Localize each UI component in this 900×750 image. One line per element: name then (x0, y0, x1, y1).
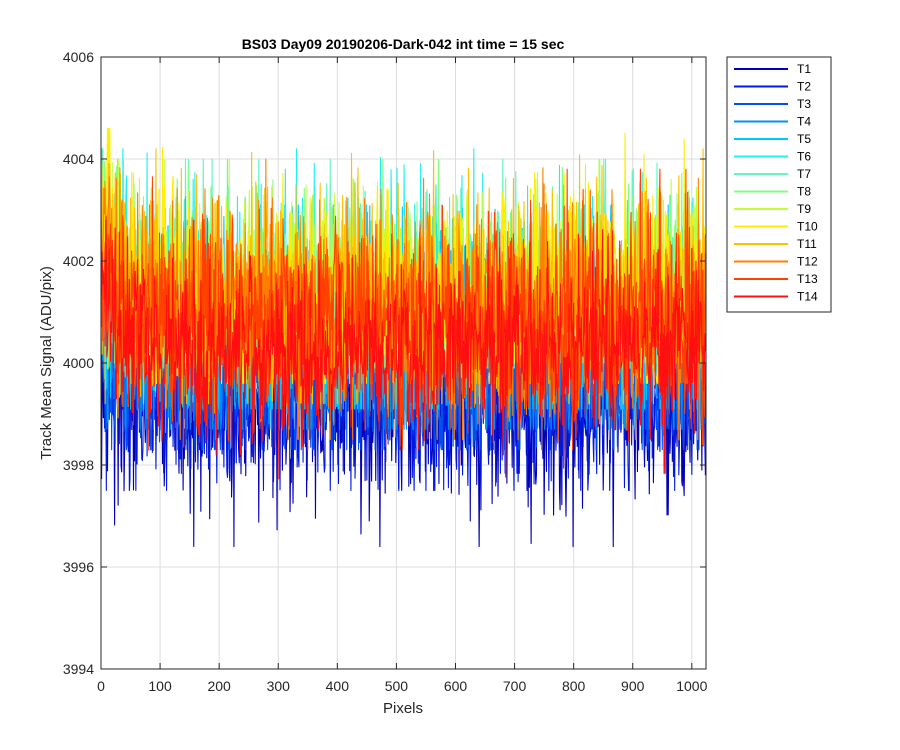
y-tick-label: 3998 (63, 457, 94, 473)
x-tick-label: 1000 (676, 678, 707, 694)
x-tick-label: 200 (207, 678, 231, 694)
x-tick-label: 300 (267, 678, 291, 694)
legend-label-t9: T9 (797, 202, 811, 216)
legend-label-t3: T3 (797, 97, 811, 111)
legend-label-t11: T11 (797, 237, 817, 251)
y-axis-label: Track Mean Signal (ADU/pix) (38, 266, 55, 460)
legend-label-t10: T10 (797, 220, 818, 234)
data-series-layer (100, 127, 706, 548)
x-tick-label: 900 (621, 678, 645, 694)
legend-label-t12: T12 (797, 255, 818, 269)
legend-label-t14: T14 (797, 290, 818, 304)
legend-label-t6: T6 (797, 150, 811, 164)
x-tick-label: 400 (326, 678, 350, 694)
legend-label-t4: T4 (797, 115, 811, 129)
y-tick-label: 3996 (63, 559, 94, 575)
legend-label-t13: T13 (797, 272, 818, 286)
legend-label-t7: T7 (797, 167, 811, 181)
legend-label-t1: T1 (797, 62, 811, 76)
y-tick-label: 3994 (63, 661, 94, 677)
series-line-t14 (100, 219, 706, 480)
chart-title: BS03 Day09 20190206-Dark-042 int time = … (242, 36, 565, 52)
legend-box (726, 56, 832, 313)
x-tick-label: 100 (148, 678, 172, 694)
legend-label-t2: T2 (797, 80, 811, 94)
y-tick-label: 4006 (63, 49, 94, 65)
x-tick-label: 800 (562, 678, 586, 694)
legend: T1 T2 T3 T4 T5 T6 T7 T8 T9 T10 T11 T12 T13 T14 (726, 56, 832, 313)
y-tick-label: 4000 (63, 355, 94, 371)
legend-label-t8: T8 (797, 185, 811, 199)
y-tick-label: 4002 (63, 253, 94, 269)
y-tick-label: 4004 (63, 151, 94, 167)
legend-label-t5: T5 (797, 132, 811, 146)
legend-entries: T1 T2 T3 T4 T5 T6 T7 T8 T9 T10 T11 T12 T13 T14 (734, 62, 818, 304)
x-tick-label: 700 (503, 678, 527, 694)
x-tick-label: 600 (444, 678, 468, 694)
axis-ticks: 0 100 200 300 400 500 600 700 800 900 1000 3994 3996… (63, 49, 708, 694)
x-axis-label: Pixels (383, 700, 423, 717)
x-tick-label: 500 (385, 678, 409, 694)
x-tick-label: 0 (97, 678, 105, 694)
